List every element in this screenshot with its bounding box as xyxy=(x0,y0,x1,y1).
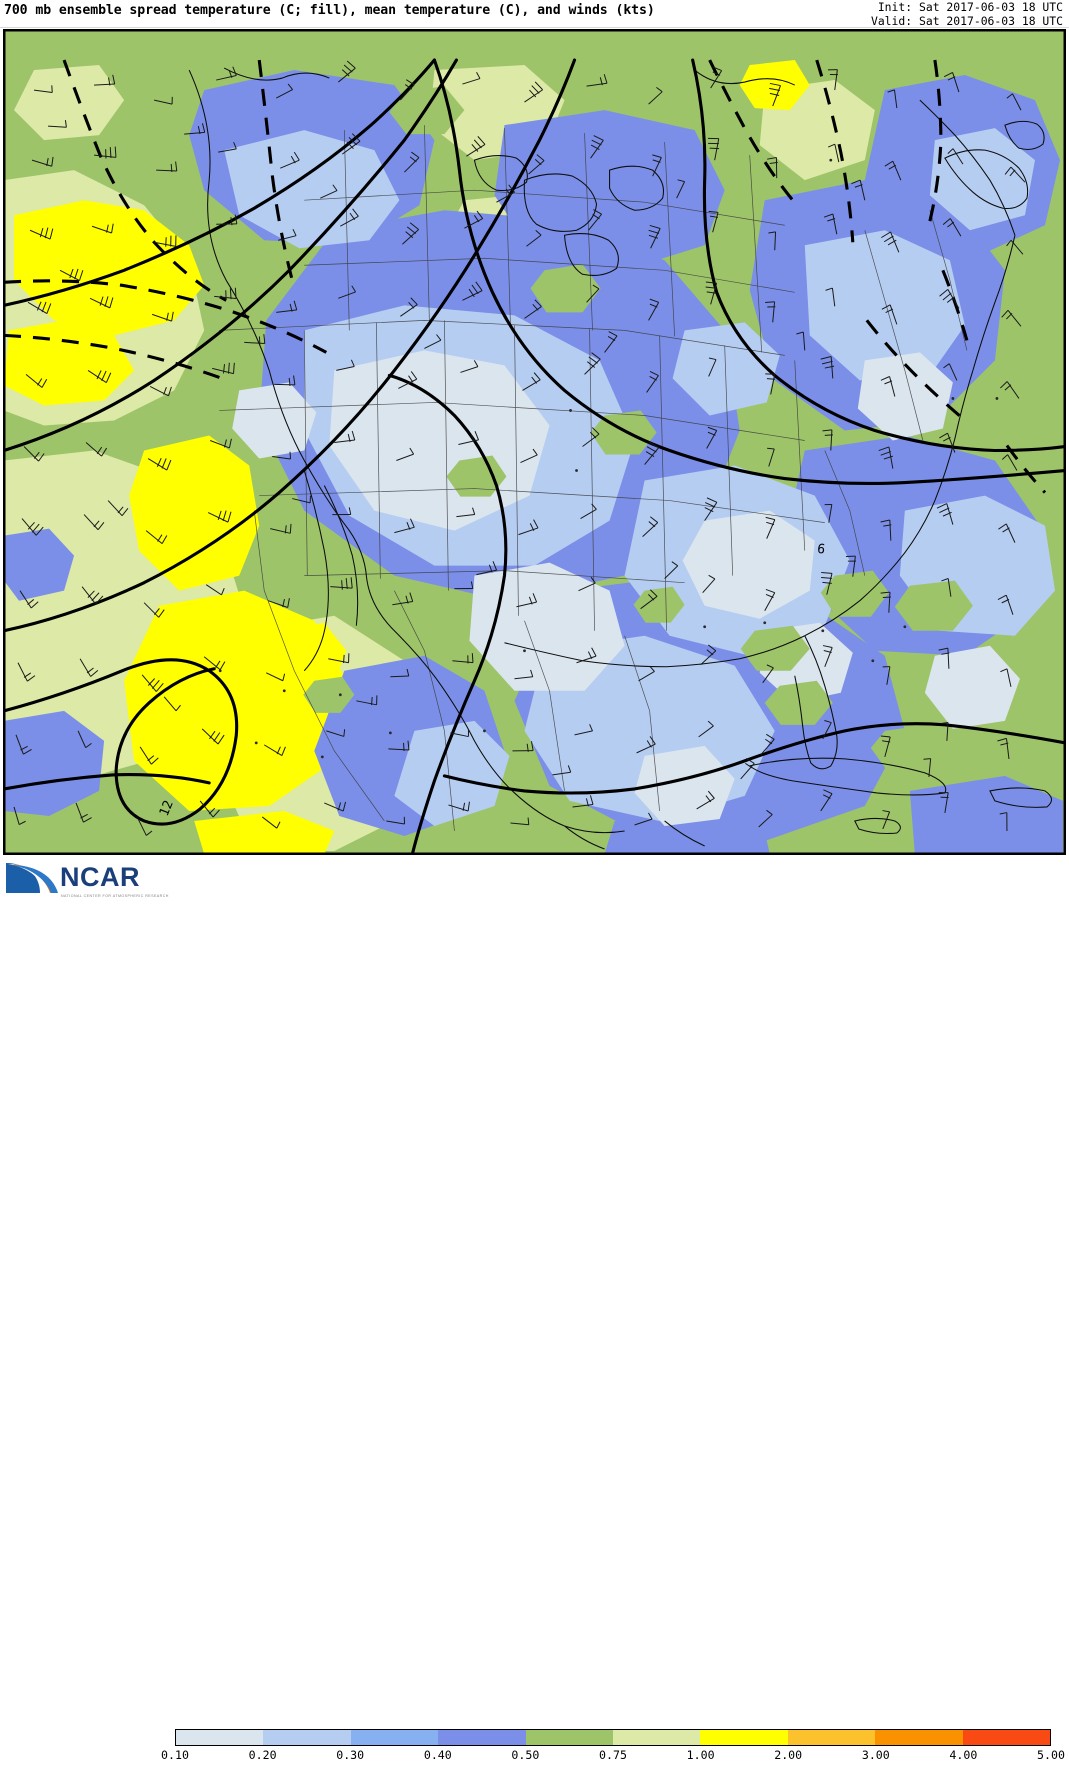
ncar-tagline: NATIONAL CENTER FOR ATMOSPHERIC RESEARCH xyxy=(61,894,169,898)
ncar-wordmark: NCAR xyxy=(60,862,140,892)
colorbar-tick-6: 1.00 xyxy=(686,1748,715,1762)
colorbar-tick-2: 0.30 xyxy=(336,1748,365,1762)
coastlines xyxy=(188,67,1053,850)
timestamp-block: Init: Sat 2017-06-03 18 UTC Valid: Sat 2… xyxy=(871,0,1063,28)
contour-lines-dashed xyxy=(4,59,1047,494)
colorbar-tick-5: 0.75 xyxy=(599,1748,627,1762)
colorbar-tick-labels: 0.10 0.20 0.30 0.40 0.50 0.75 1.00 2.00 3.00 4.00… xyxy=(0,1748,1069,1766)
colorbar-tick-9: 4.00 xyxy=(949,1748,978,1762)
figure-header: 700 mb ensemble spread temperature (C; f… xyxy=(0,0,1069,29)
colorbar-swatch-1 xyxy=(263,1730,351,1745)
colorbar[interactable] xyxy=(175,1729,1051,1746)
colorbar-swatch-5 xyxy=(613,1730,701,1745)
map-frame xyxy=(4,30,1065,854)
colorbar-swatch-3 xyxy=(438,1730,526,1745)
colorbar-swatch-9 xyxy=(962,1730,1051,1745)
header-divider xyxy=(0,27,1069,28)
colorbar-swatch-8 xyxy=(875,1730,963,1745)
colorbar-tick-8: 3.00 xyxy=(861,1748,890,1762)
ncar-logo: NCAR NATIONAL CENTER FOR ATMOSPHERIC RES… xyxy=(6,859,169,907)
contour-label: 6 xyxy=(816,542,826,558)
colorbar-swatch-0 xyxy=(176,1730,264,1745)
fill-region-green-islands xyxy=(303,86,1063,769)
map-panel[interactable]: 12 6 xyxy=(3,29,1066,855)
contour-lines-solid xyxy=(4,58,1065,854)
colorbar-swatch-2 xyxy=(350,1730,439,1745)
page-title: 700 mb ensemble spread temperature (C; f… xyxy=(4,3,655,18)
colorbar-swatch-4 xyxy=(525,1730,614,1745)
ncar-logo-mark xyxy=(6,863,58,893)
colorbar-swatch-7 xyxy=(787,1730,876,1745)
colorbar-tick-4: 0.50 xyxy=(511,1748,540,1762)
colorbar-tick-7: 2.00 xyxy=(774,1748,803,1762)
colorbar-tick-3: 0.40 xyxy=(423,1748,452,1762)
colorbar-tick-0: 0.10 xyxy=(161,1748,189,1762)
colorbar-tick-10: 5.00 xyxy=(1037,1748,1065,1762)
fill-region-yellow xyxy=(4,60,810,854)
station-dots xyxy=(218,158,999,759)
init-timestamp: Init: Sat 2017-06-03 18 UTC xyxy=(877,0,1063,14)
contour-label: 12 xyxy=(157,798,177,818)
figure-footer: NCAR NATIONAL CENTER FOR ATMOSPHERIC RES… xyxy=(0,857,1069,1762)
contour-label-group: 12 6 xyxy=(157,542,826,819)
map-canvas: 12 6 xyxy=(4,30,1065,854)
valid-timestamp: Valid: Sat 2017-06-03 18 UTC xyxy=(870,14,1063,28)
colorbar-tick-1: 0.20 xyxy=(248,1748,277,1762)
state-boundaries xyxy=(219,125,968,832)
colorbar-swatch-6 xyxy=(700,1730,788,1745)
